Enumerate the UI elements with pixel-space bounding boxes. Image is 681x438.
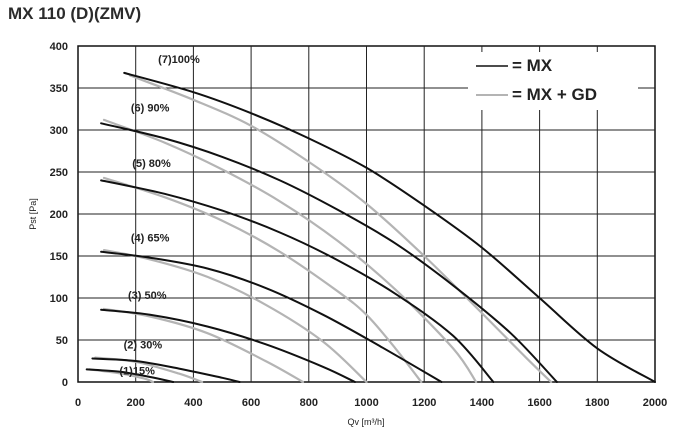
mx-curve [100, 122, 558, 383]
y-tick-label: 100 [50, 293, 68, 305]
y-tick-label: 400 [50, 41, 68, 53]
curve-label: (1)15% [119, 365, 155, 377]
series-lines [85, 71, 656, 384]
curve-label: (3) 50% [128, 290, 167, 302]
chart-title: MX 110 (D)(ZMV) [8, 4, 142, 23]
mx-curve [91, 357, 241, 383]
curve-label: (5) 80% [132, 158, 171, 170]
curve-label: (4) 65% [131, 233, 170, 245]
mx-curve [100, 308, 356, 383]
mx-curve [85, 368, 175, 383]
x-axis-label: Qv [m³/h] [347, 417, 384, 427]
mx-curve [100, 179, 495, 383]
y-tick-label: 150 [50, 251, 68, 263]
y-tick-label: 0 [62, 377, 68, 389]
curve-labels: (7)100% (6) 90% (5) 80% (4) 65% (3) 50% (2) 3… [119, 54, 200, 378]
axis-tick-labels: 0 200 400 600 800 1000 1200 1400 1600 1800 2000 0 50… [50, 41, 668, 409]
x-tick-label: 600 [242, 397, 260, 409]
x-tick-label: 800 [300, 397, 318, 409]
legend: = MX = MX + GD [468, 52, 638, 110]
curve-label: (7)100% [158, 54, 200, 66]
y-tick-label: 300 [50, 125, 68, 137]
x-tick-label: 1400 [470, 397, 494, 409]
y-tick-label: 250 [50, 167, 68, 179]
x-tick-label: 1600 [527, 397, 551, 409]
x-tick-label: 2000 [643, 397, 667, 409]
x-tick-label: 1000 [354, 397, 378, 409]
legend-background [468, 52, 638, 110]
x-tick-label: 0 [75, 397, 81, 409]
x-tick-label: 1800 [585, 397, 609, 409]
x-tick-label: 1200 [412, 397, 436, 409]
curve-label: (6) 90% [131, 103, 170, 115]
y-tick-label: 200 [50, 209, 68, 221]
x-tick-label: 400 [184, 397, 202, 409]
legend-mx-label: = MX [512, 56, 553, 75]
x-tick-label: 200 [127, 397, 145, 409]
mx-gd-curve [102, 249, 368, 384]
y-tick-label: 350 [50, 83, 68, 95]
mx-curve [100, 250, 443, 383]
y-tick-label: 50 [56, 335, 68, 347]
legend-mxgd-label: = MX + GD [512, 85, 597, 104]
curve-label: (2) 30% [124, 339, 163, 351]
mx-gd-curve [128, 74, 553, 384]
mx-gd-curve [102, 118, 478, 384]
mx-curve [123, 71, 656, 383]
y-axis-label: Pst [Pa] [28, 198, 38, 230]
mx-gd-curve [102, 176, 423, 384]
